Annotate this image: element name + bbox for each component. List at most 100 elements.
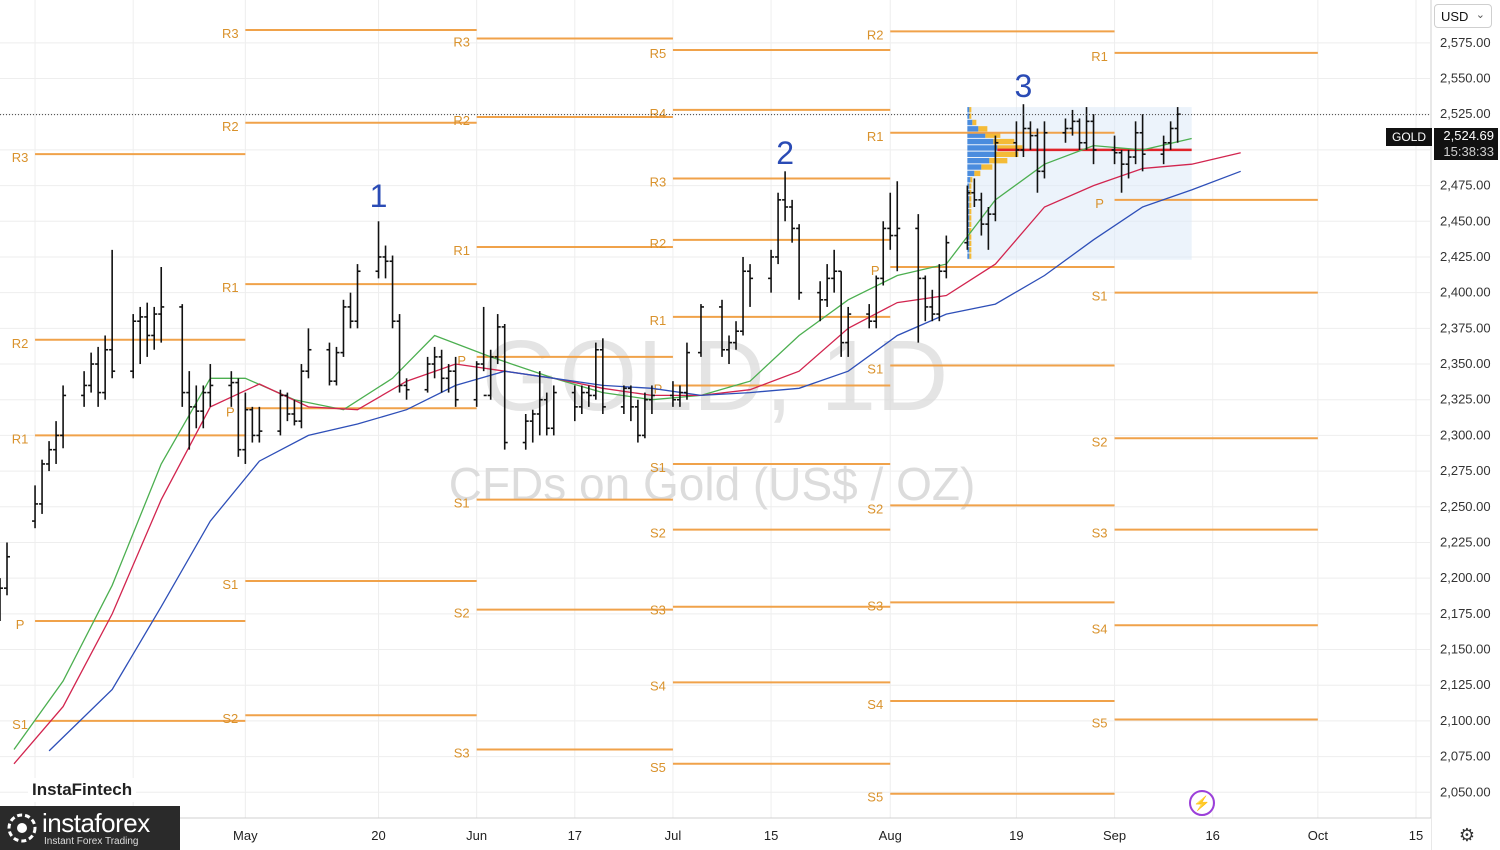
ohlc-bar: [249, 406, 256, 443]
volume-bin-up: [989, 157, 1008, 164]
volume-bin-up: [969, 227, 972, 234]
ohlc-bar: [1090, 114, 1097, 165]
lightning-icon[interactable]: ⚡: [1189, 790, 1215, 816]
pivot-label: R1: [222, 280, 239, 295]
volume-bin-down: [967, 157, 990, 164]
ohlc-bar: [473, 361, 480, 407]
pivot-label: P: [457, 353, 466, 368]
volume-bin-down: [967, 119, 973, 126]
ohlc-bar: [964, 185, 971, 250]
volume-bin-down: [967, 221, 970, 227]
price-tick-label: 2,325.00: [1440, 392, 1491, 407]
ohlc-bar: [1118, 149, 1125, 193]
volume-bin-down: [967, 132, 986, 138]
ohlc-bar: [424, 356, 431, 393]
volume-bin-down: [967, 215, 970, 221]
ohlc-bar: [641, 392, 648, 439]
ohlc-bar: [838, 270, 845, 357]
ohlc-bar: [1027, 121, 1034, 150]
ohlc-bar: [186, 371, 193, 450]
time-tick-label: 15: [1409, 828, 1423, 843]
volume-bin-down: [967, 202, 970, 208]
ohlc-bars: [0, 104, 1181, 621]
ohlc-bar: [326, 342, 333, 386]
ohlc-bar: [291, 399, 298, 426]
pivot-label: R3: [650, 174, 667, 189]
settings-gear-icon[interactable]: ⚙: [1458, 825, 1476, 845]
ohlc-bar: [452, 356, 459, 407]
price-tick-label: 2,425.00: [1440, 249, 1491, 264]
time-tick-label: 17: [568, 828, 582, 843]
volume-bin-down: [967, 208, 970, 215]
ohlc-bar: [438, 349, 445, 393]
instaforex-logo-icon: [7, 813, 37, 843]
ohlc-bar: [39, 459, 46, 514]
ohlc-bar: [1069, 109, 1076, 136]
ohlc-bar: [403, 378, 410, 400]
ohlc-bar: [522, 413, 529, 450]
watermark-description: CFDs on Gold (US$ / OZ): [449, 458, 976, 510]
instafintech-brand: InstaFintech: [28, 778, 137, 802]
volume-bin-up: [969, 253, 972, 259]
pivot-label: S3: [1092, 526, 1108, 541]
ohlc-bar: [550, 385, 557, 436]
ohlc-bar: [487, 349, 494, 400]
price-tick-label: 2,525.00: [1440, 106, 1491, 121]
price-tick-label: 2,075.00: [1440, 749, 1491, 764]
time-tick-label: 19: [1009, 828, 1023, 843]
time-tick-label: 20: [371, 828, 385, 843]
ohlc-bar: [228, 371, 235, 407]
ohlc-bar: [585, 385, 592, 407]
ohlc-bar: [719, 299, 726, 357]
ohlc-bar: [284, 392, 291, 422]
watermark-symbol: GOLD, 1D: [482, 320, 949, 432]
pivot-label: R1: [1091, 49, 1108, 64]
ohlc-bar: [697, 304, 704, 357]
ohlc-bar: [501, 324, 508, 450]
price-tick-label: 2,250.00: [1440, 499, 1491, 514]
pivot-label: R1: [453, 243, 470, 258]
ohlc-bar: [936, 264, 943, 322]
price-tick-label: 2,175.00: [1440, 606, 1491, 621]
ohlc-bar: [60, 385, 67, 449]
ohlc-bar: [789, 199, 796, 243]
time-axis[interactable]: Apr15May20Jun17Jul15Aug19Sep16Oct15: [0, 817, 1431, 850]
ohlc-bar: [1034, 128, 1041, 193]
ohlc-bar: [873, 275, 880, 329]
currency-select[interactable]: USD ⌄: [1434, 4, 1492, 28]
ohlc-bar: [480, 306, 487, 397]
ohlc-bar: [1076, 118, 1083, 150]
volume-bin-down: [967, 227, 970, 234]
ohlc-bar: [943, 235, 950, 279]
time-tick-label: 15: [764, 828, 778, 843]
ohlc-bar: [1041, 121, 1048, 179]
pivot-label: S2: [222, 711, 238, 726]
ohlc-bar: [571, 385, 578, 422]
price-tick-label: 2,050.00: [1440, 784, 1491, 799]
volume-bin-up: [995, 151, 1019, 157]
volume-bin-up: [970, 177, 973, 183]
volume-bin-down: [967, 151, 996, 157]
ohlc-bar: [782, 171, 789, 222]
ohlc-bar: [445, 364, 452, 393]
pivot-label: P: [226, 404, 235, 419]
ohlc-bar: [543, 392, 550, 436]
pivot-label: S3: [454, 745, 470, 760]
volume-bin-down: [967, 247, 970, 253]
ohlc-bar: [929, 289, 936, 322]
ohlc-bar: [102, 335, 109, 400]
ohlc-bar: [915, 214, 922, 343]
pivot-label: S4: [1092, 621, 1108, 636]
pivot-label: S5: [1092, 715, 1108, 730]
currency-value: USD: [1441, 9, 1469, 24]
volume-bin-up: [993, 138, 1015, 145]
ohlc-bar: [396, 314, 403, 393]
last-price-tag: 2,524.69 15:38:33: [1434, 128, 1498, 160]
pivot-label: S2: [650, 526, 666, 541]
pivot-label: R2: [453, 113, 470, 128]
ohlc-bar: [158, 266, 165, 343]
ohlc-bar: [494, 314, 501, 365]
ohlc-bar: [922, 275, 929, 322]
ohlc-bar: [894, 181, 901, 272]
